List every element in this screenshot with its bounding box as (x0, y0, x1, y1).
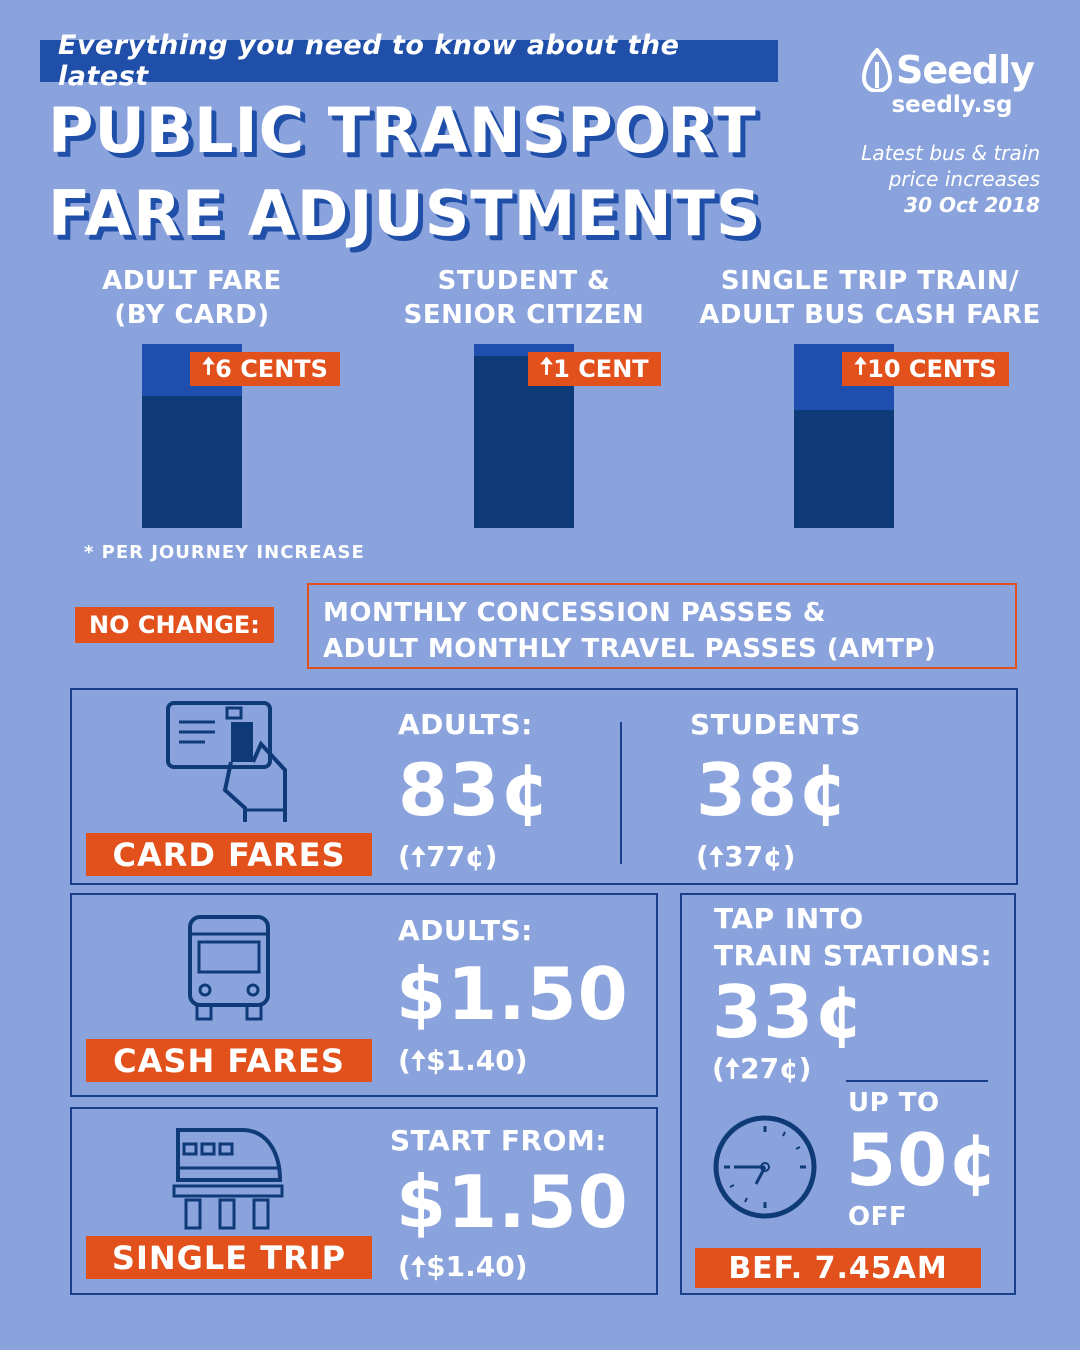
divider (846, 1080, 988, 1082)
logo-wordmark: Seedly (896, 48, 1035, 92)
title-line-1: PUBLIC TRANSPORT (48, 94, 757, 167)
increase-tag-single-trip: 🠅 10 CENTS (842, 352, 1009, 386)
seedly-logo: Seedly seedly.sg (862, 48, 1042, 118)
up-arrow-icon: 🠅 (540, 351, 554, 380)
category-title: ADULT FARE (102, 266, 282, 296)
single-trip-panel (70, 1107, 658, 1295)
logo-url: seedly.sg (891, 92, 1013, 118)
delta-value: $1.40 (426, 1044, 515, 1077)
single-trip-delta: (🠅$1.40) (398, 1250, 528, 1283)
no-change-label: NO CHANGE: (75, 607, 274, 643)
divider (620, 722, 622, 864)
delta-value: 37¢ (724, 840, 783, 873)
no-change-line-1: MONTHLY CONCESSION PASSES & (323, 598, 827, 628)
train-stations-delta: (🠅27¢) (712, 1052, 812, 1085)
train-stations-value: 33¢ (712, 970, 866, 1054)
card-fares-button: CARD FARES (86, 833, 372, 876)
card-payment-icon (166, 701, 287, 822)
card-adults-value: 83¢ (398, 748, 552, 832)
header-note: Latest bus & train price increases 30 Oc… (861, 140, 1040, 218)
single-trip-button: SINGLE TRIP (86, 1236, 372, 1279)
increase-tag-adult: 🠅 6 CENTS (190, 352, 340, 386)
card-adults-delta: (🠅77¢) (398, 840, 498, 873)
single-trip-label: START FROM: (390, 1124, 607, 1157)
category-title: STUDENT & (437, 266, 611, 296)
up-arrow-icon: 🠅 (854, 351, 868, 380)
card-students-delta: (🠅37¢) (696, 840, 796, 873)
up-arrow-icon: 🠅 (410, 1250, 427, 1283)
footnote: * PER JOURNEY INCREASE (84, 542, 365, 563)
up-arrow-icon: 🠅 (410, 840, 427, 873)
card-students-label: STUDENTS (690, 708, 862, 741)
card-students-value: 38¢ (696, 748, 850, 832)
category-title: SINGLE TRIP TRAIN/ (720, 266, 1020, 296)
delta-value: $1.40 (426, 1250, 515, 1283)
off-label: OFF (848, 1202, 908, 1232)
up-arrow-icon: 🠅 (708, 840, 725, 873)
cash-adults-delta: (🠅$1.40) (398, 1044, 528, 1077)
category-adult-fare: ADULT FARE (BY CARD) (72, 264, 312, 332)
increase-value: 10 CENTS (867, 355, 997, 383)
title-line-2: FARE ADJUSTMENTS (48, 177, 762, 250)
header-banner: Everything you need to know about the la… (40, 30, 778, 92)
category-subtitle: ADULT BUS CASH FARE (699, 300, 1041, 330)
note-line-1: Latest bus & train (861, 141, 1040, 165)
category-single-trip: SINGLE TRIP TRAIN/ ADULT BUS CASH FARE (696, 264, 1044, 332)
category-subtitle: (BY CARD) (114, 300, 270, 330)
train-icon (172, 1128, 284, 1230)
train-stations-panel (680, 893, 1016, 1295)
card-adults-label: ADULTS: (398, 708, 533, 741)
up-arrow-icon: 🠅 (202, 351, 216, 380)
cash-fares-button: CASH FARES (86, 1039, 372, 1082)
delta-value: 77¢ (426, 840, 485, 873)
delta-value: 27¢ (740, 1052, 799, 1085)
single-trip-value: $1.50 (396, 1160, 629, 1244)
cash-adults-label: ADULTS: (398, 914, 533, 947)
no-change-line-2: ADULT MONTHLY TRAVEL PASSES (AMTP) (323, 634, 937, 664)
category-student-senior: STUDENT & SENIOR CITIZEN (394, 264, 654, 332)
label-line-1: TAP INTO (714, 902, 864, 935)
card-fares-panel (70, 688, 1018, 885)
no-change-box: MONTHLY CONCESSION PASSES & ADULT MONTHL… (307, 583, 1017, 669)
before-time-button: BEF. 7.45AM (695, 1248, 981, 1288)
train-stations-label: TAP INTO TRAIN STATIONS: (714, 900, 992, 974)
note-date: 30 Oct 2018 (904, 193, 1040, 217)
category-subtitle: SENIOR CITIZEN (403, 300, 645, 330)
increase-value: 6 CENTS (215, 355, 328, 383)
label-line-2: TRAIN STATIONS: (714, 939, 993, 972)
cash-fares-panel (70, 893, 658, 1097)
note-line-2: price increases (888, 167, 1040, 191)
bus-icon (188, 915, 270, 1021)
increase-tag-student: 🠅 1 CENT (528, 352, 661, 386)
discount-value: 50¢ (846, 1118, 1000, 1202)
cash-adults-value: $1.50 (396, 952, 629, 1036)
up-arrow-icon: 🠅 (410, 1044, 427, 1077)
up-arrow-icon: 🠅 (724, 1052, 741, 1085)
upto-label: UP TO (848, 1088, 940, 1118)
increase-value: 1 CENT (553, 355, 649, 383)
seed-icon (862, 48, 892, 92)
clock-icon (713, 1115, 817, 1219)
